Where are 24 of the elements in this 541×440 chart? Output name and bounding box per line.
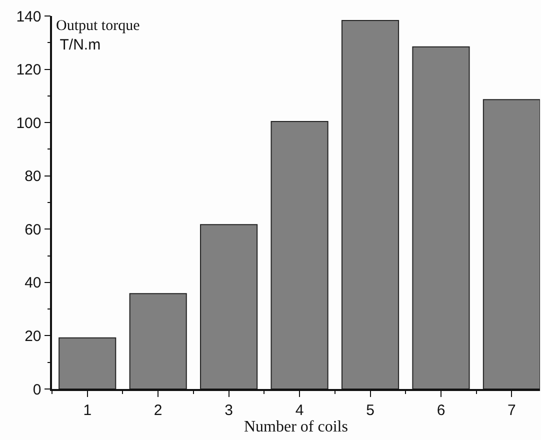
x-tick-label: 7	[508, 402, 516, 419]
y-tick-label: 120	[16, 62, 42, 79]
y-tick-label: 60	[24, 221, 42, 238]
x-tick-label: 5	[366, 402, 374, 419]
x-axis-title: Number of coils	[244, 418, 348, 436]
y-axis-title: Output torque T/N.m	[56, 18, 140, 54]
x-tick-label: 4	[295, 402, 304, 419]
bar	[58, 337, 116, 389]
x-tick-label: 6	[436, 402, 446, 419]
y-tick-label: 100	[16, 114, 42, 132]
y-tick-label: 0	[32, 381, 42, 398]
bar	[129, 293, 187, 389]
bar	[200, 224, 258, 389]
y-tick-label: 40	[24, 274, 42, 292]
bar	[412, 46, 470, 389]
bar	[482, 99, 540, 389]
x-tick-label: 3	[224, 402, 233, 419]
bar	[270, 121, 328, 389]
x-tick-label: 2	[154, 402, 162, 419]
y-tick-label: 80	[24, 168, 42, 186]
y-tick-label: 20	[24, 328, 42, 345]
x-tick-label: 1	[83, 402, 92, 419]
y-tick-label: 140	[16, 8, 42, 26]
bar	[341, 20, 400, 389]
